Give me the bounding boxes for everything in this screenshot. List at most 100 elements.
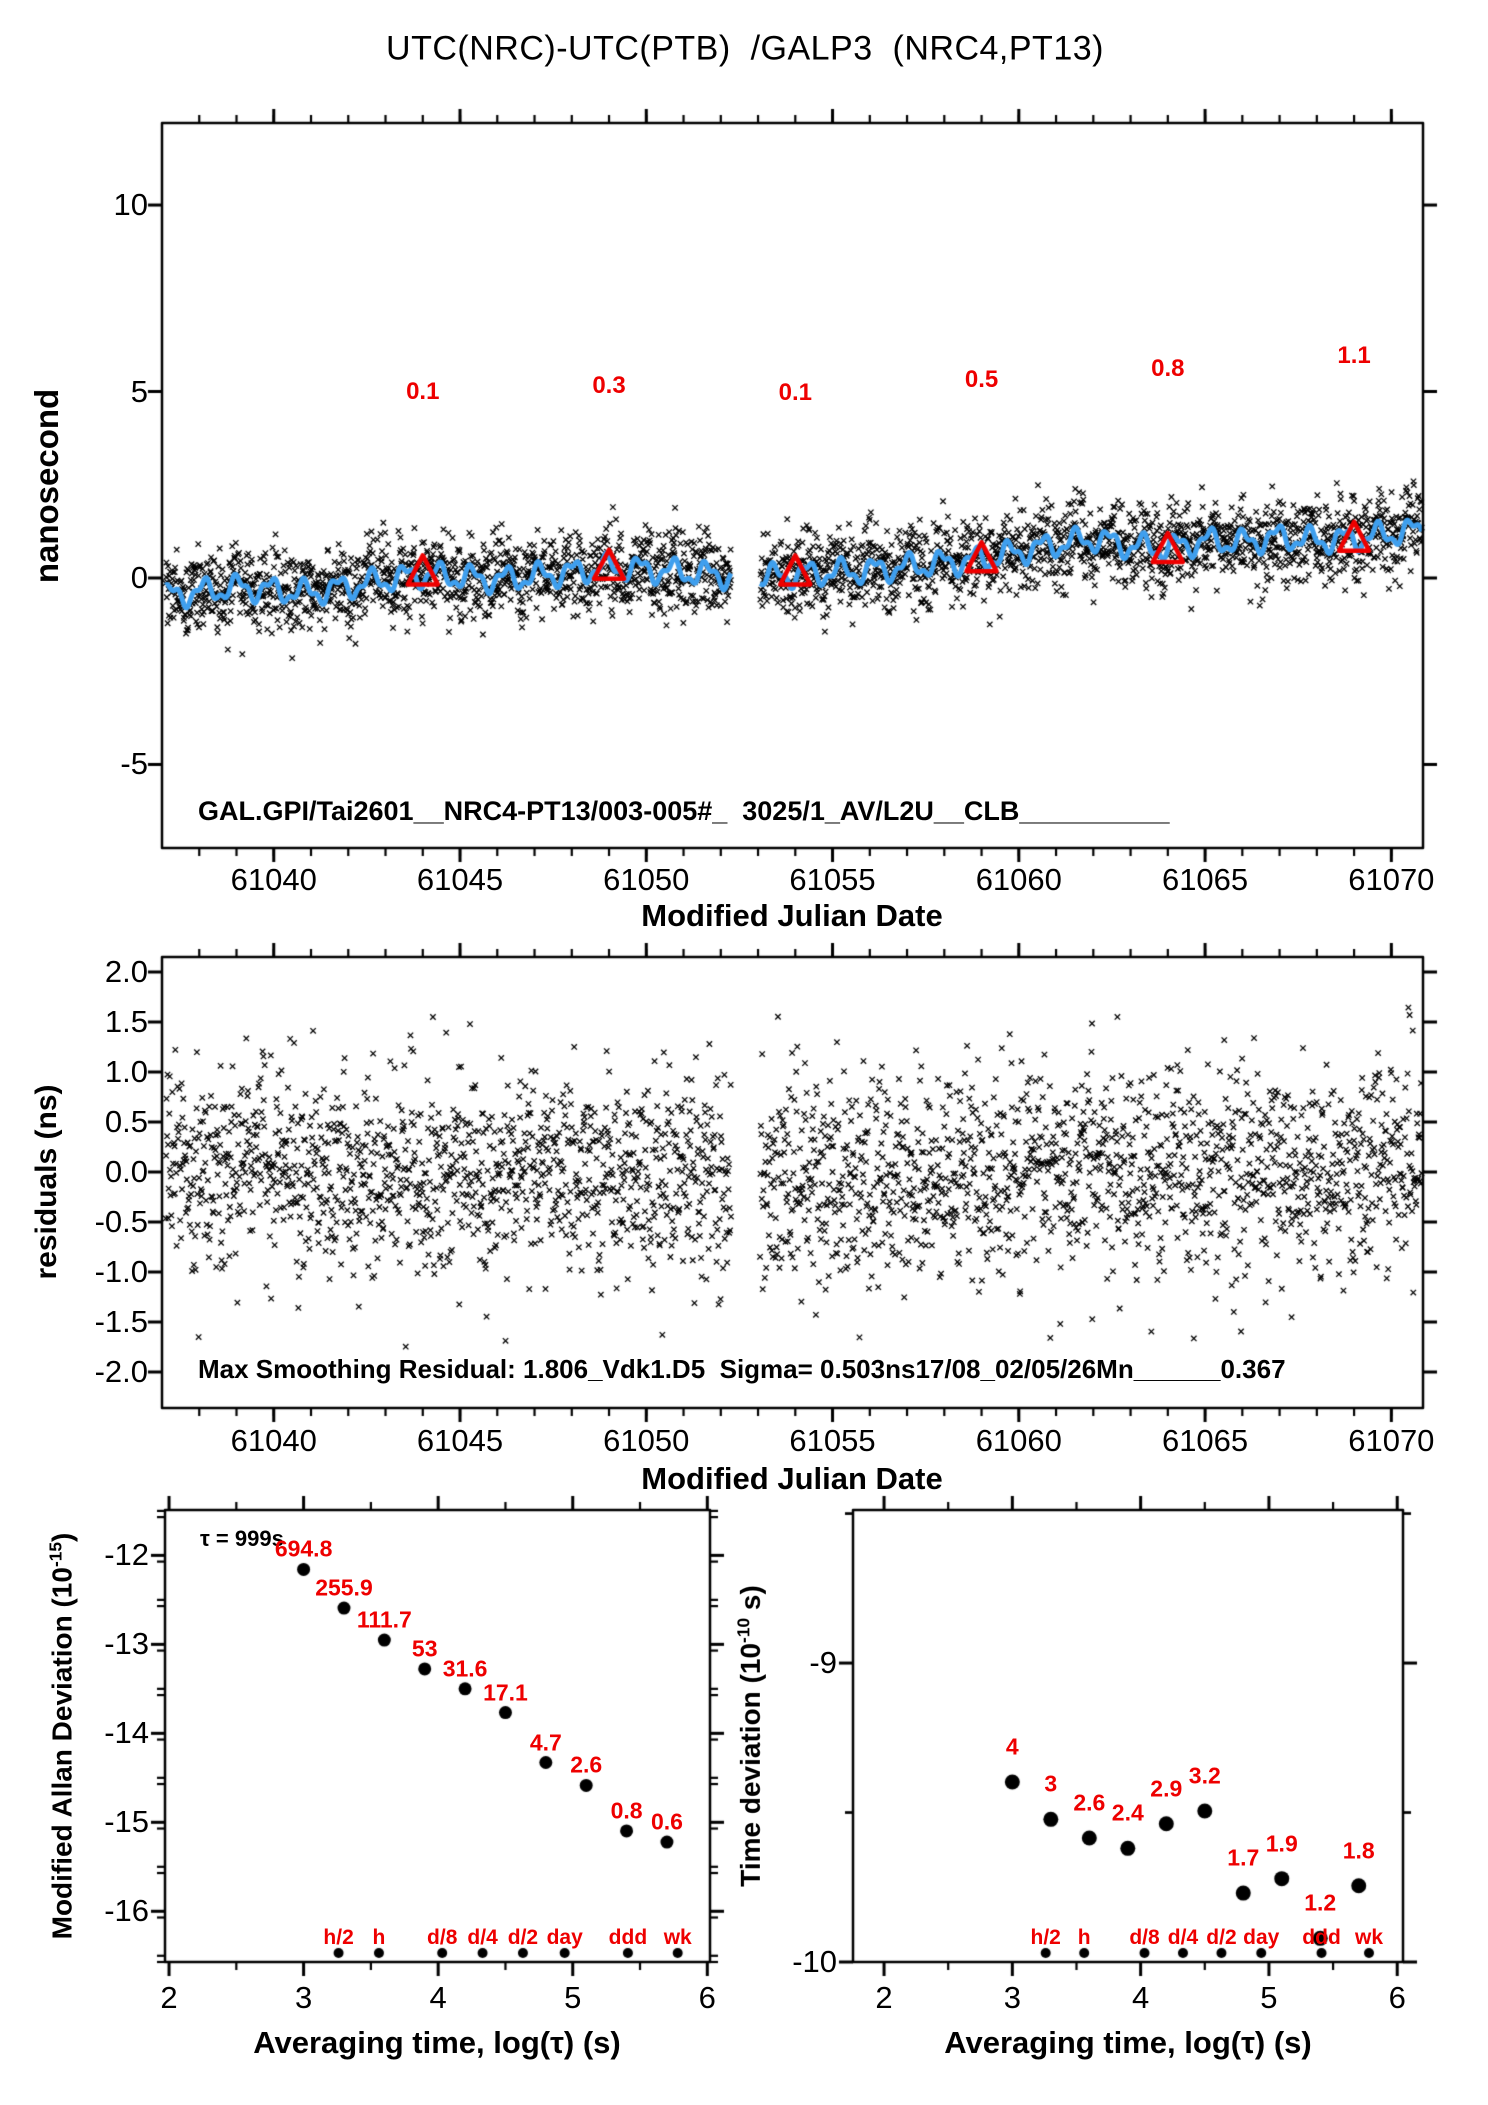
time-tag-label: d/4	[1167, 1926, 1199, 1949]
residuals-x-tick-label: 61040	[230, 1423, 317, 1458]
top-x-tick-label: 61060	[975, 862, 1062, 897]
deviation-y-tick-label: -13	[104, 1626, 149, 1662]
log-tau-tick-label: 4	[1132, 1980, 1150, 2015]
mdev-y-title-text: Modified Allan Deviation (10	[46, 1567, 78, 1940]
time-tag-label: day	[1243, 1926, 1280, 1949]
deviation-value-label: 2.6	[1073, 1789, 1106, 1816]
top-x-tick-label: 61045	[416, 862, 504, 897]
time-tag-label: wk	[663, 1926, 692, 1949]
top-x-tick-label: 61050	[603, 862, 690, 897]
time-tag-label: d/2	[507, 1926, 539, 1949]
time-tag-label: h	[1077, 1926, 1091, 1949]
residuals-x-tick-label: 61060	[975, 1423, 1062, 1458]
deviation-value-label: 111.7	[356, 1606, 412, 1633]
offset-value-label: 0.5	[964, 366, 999, 394]
residuals-y-tick-label: 2.0	[104, 954, 148, 989]
deviation-value-label: 0.6	[650, 1808, 683, 1835]
residuals-x-tick-label: 61055	[789, 1423, 876, 1458]
deviation-y-tick-label: -9	[809, 1645, 837, 1681]
deviation-y-tick-label: -14	[104, 1715, 149, 1751]
top-y-tick-label: 5	[130, 373, 148, 409]
deviation-value-label: 4.7	[529, 1729, 562, 1755]
deviation-value-label: 4	[1005, 1733, 1019, 1760]
deviation-value-label: 3	[1044, 1770, 1058, 1797]
time-tag-label: h/2	[323, 1926, 354, 1949]
deviation-value-label: 2.4	[1111, 1799, 1144, 1826]
log-tau-tick-label: 5	[1260, 1980, 1278, 2015]
residuals-y-tick-label: -2.0	[94, 1354, 148, 1389]
residuals-x-tick-label: 61070	[1348, 1423, 1435, 1458]
deviation-value-label: 0.8	[610, 1797, 643, 1824]
top-x-tick-label: 61070	[1348, 862, 1435, 897]
deviation-value-label: 31.6	[442, 1655, 488, 1682]
mdev-panel-y-axis-title: Modified Allan Deviation (10-15)	[45, 1533, 78, 1940]
deviation-value-label: 1.9	[1265, 1830, 1298, 1857]
residuals-y-tick-label: 0.0	[104, 1154, 148, 1189]
top-x-tick-label: 61065	[1161, 862, 1249, 897]
time-tag-label: wk	[1354, 1926, 1384, 1949]
deviation-y-tick-label: -16	[104, 1893, 149, 1929]
mdev-y-title-exponent: -15	[45, 1541, 66, 1568]
deviation-value-label: 255.9	[315, 1574, 373, 1601]
log-tau-tick-label: 2	[160, 1980, 178, 2015]
deviation-value-label: 2.6	[570, 1751, 603, 1778]
deviation-value-label: 1.7	[1227, 1844, 1260, 1871]
residuals-y-tick-label: -0.5	[94, 1204, 148, 1239]
residuals-y-tick-label: -1.0	[94, 1254, 148, 1289]
tdev-panel-x-axis-title: Averaging time, log(τ) (s)	[944, 2025, 1312, 2060]
log-tau-tick-label: 4	[429, 1980, 447, 2015]
residuals-x-tick-label: 61050	[603, 1423, 690, 1458]
deviation-y-tick-label: -15	[104, 1804, 149, 1840]
mdev-panel-x-axis-title: Averaging time, log(τ) (s)	[253, 2025, 621, 2060]
time-tag-label: d/2	[1206, 1926, 1237, 1949]
top-panel-x-axis-title: Modified Julian Date	[641, 898, 943, 933]
deviation-y-tick-label: -10	[792, 1944, 837, 1979]
top-y-tick-label: 10	[113, 187, 148, 223]
time-tag-label: day	[546, 1926, 583, 1949]
top-panel-dataset-label: GAL.GPI/Tai2601__NRC4-PT13/003-005#_ 302…	[198, 796, 1170, 826]
top-panel-y-axis-title: nanosecond	[28, 388, 65, 584]
deviation-y-tick-label: -12	[104, 1537, 149, 1573]
time-tag-label: h/2	[1030, 1926, 1061, 1949]
deviation-value-label: 17.1	[483, 1679, 528, 1706]
deviation-value-label: 53	[411, 1635, 438, 1662]
tdev-y-title-close: s)	[734, 1585, 766, 1618]
mdev-y-title-close: )	[46, 1532, 78, 1542]
top-y-tick-label: -5	[120, 746, 148, 782]
log-tau-tick-label: 6	[698, 1980, 716, 2015]
tau-sample-note: τ = 999s	[200, 1526, 284, 1551]
residuals-panel-x-axis-title: Modified Julian Date	[641, 1461, 943, 1496]
log-tau-tick-label: 5	[564, 1980, 582, 2015]
residuals-y-tick-label: -1.5	[94, 1304, 148, 1339]
residuals-statistics-label: Max Smoothing Residual: 1.806_Vdk1.D5 Si…	[198, 1354, 1286, 1384]
time-tag-label: d/8	[1129, 1926, 1160, 1949]
top-x-tick-label: 61055	[789, 862, 876, 897]
tdev-panel-y-axis-title: Time deviation (10-10 s)	[733, 1585, 766, 1887]
residuals-y-tick-label: 1.0	[104, 1054, 148, 1089]
log-tau-tick-label: 2	[875, 1980, 893, 2015]
top-x-tick-label: 61040	[230, 862, 317, 897]
log-tau-tick-label: 3	[1003, 1980, 1021, 2015]
deviation-value-label: 1.2	[1304, 1889, 1337, 1916]
time-tag-label: ddd	[1302, 1926, 1341, 1949]
time-tag-label: h	[372, 1926, 386, 1949]
time-tag-label: d/4	[467, 1926, 498, 1949]
deviation-value-label: 2.9	[1150, 1775, 1183, 1802]
page-title: UTC(NRC)-UTC(PTB) /GALP3 (NRC4,PT13)	[386, 29, 1104, 68]
residuals-y-tick-label: 1.5	[104, 1004, 148, 1039]
residuals-panel-y-axis-title: residuals (ns)	[30, 1084, 63, 1280]
offset-value-label: 1.1	[1337, 342, 1371, 370]
top-y-tick-label: 0	[130, 559, 148, 595]
offset-value-label: 0.1	[778, 379, 812, 407]
residuals-x-tick-label: 61045	[416, 1423, 504, 1458]
residuals-x-tick-label: 61065	[1161, 1423, 1249, 1458]
deviation-value-label: 694.8	[274, 1535, 333, 1562]
offset-value-label: 0.1	[406, 377, 440, 405]
deviation-value-label: 3.2	[1188, 1762, 1221, 1789]
offset-value-label: 0.8	[1151, 355, 1185, 383]
residuals-y-tick-label: 0.5	[104, 1104, 148, 1139]
deviation-value-label: 1.8	[1342, 1837, 1375, 1864]
tdev-y-title-exponent: -10	[733, 1617, 754, 1643]
